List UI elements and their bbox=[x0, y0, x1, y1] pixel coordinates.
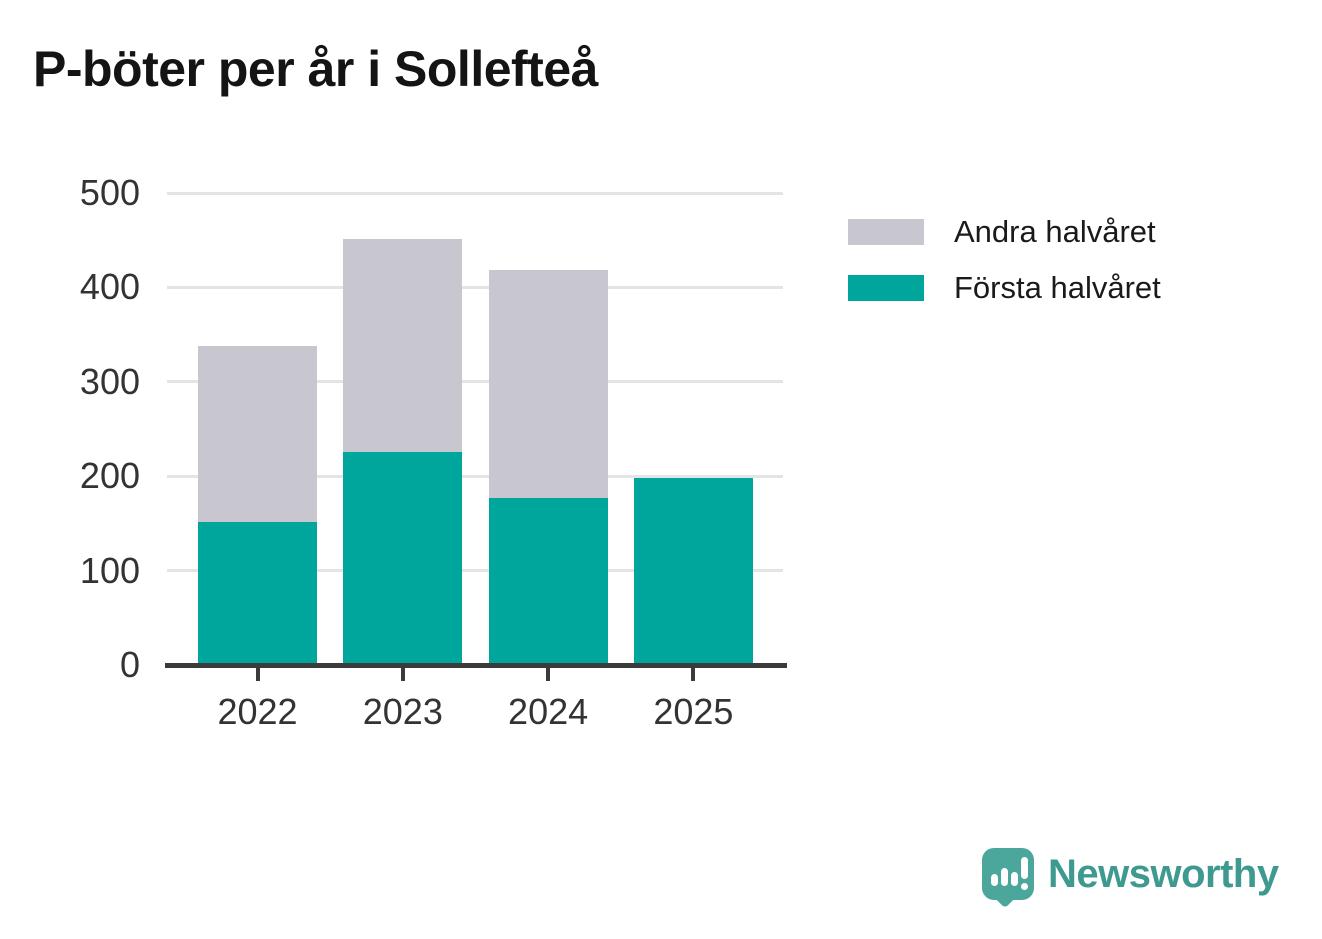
gridline-100 bbox=[167, 569, 783, 573]
bar-forsta-2024 bbox=[488, 497, 608, 665]
y-axis-tick-label: 100 bbox=[79, 549, 140, 591]
x-axis-tick-label: 2022 bbox=[217, 691, 298, 732]
bar-forsta-2023 bbox=[343, 451, 463, 665]
bar-andra-2022 bbox=[198, 345, 317, 522]
legend-label-andra-halvaret: Andra halvåret bbox=[954, 214, 1156, 249]
legend-item-forsta-halvaret: Första halvåret bbox=[848, 270, 1161, 305]
x-axis-tick-label: 2025 bbox=[653, 691, 734, 732]
newsworthy-logo-icon bbox=[982, 848, 1034, 900]
gridline-400 bbox=[167, 285, 783, 289]
x-axis-tick-2025 bbox=[691, 668, 696, 681]
logo-exclamation-icon bbox=[1021, 857, 1028, 879]
logo-bar-icon bbox=[991, 874, 998, 886]
legend-swatch-andra-halvaret bbox=[848, 219, 924, 245]
y-axis-tick-label: 0 bbox=[119, 644, 140, 685]
x-axis-tick-label: 2023 bbox=[362, 691, 443, 732]
logo-bar-icon bbox=[1001, 868, 1008, 886]
y-axis-tick-label: 500 bbox=[79, 172, 140, 213]
bar-forsta-2022 bbox=[198, 521, 317, 665]
legend-item-andra-halvaret: Andra halvåret bbox=[848, 214, 1161, 249]
x-axis-line bbox=[165, 663, 787, 668]
x-axis-tick-2024 bbox=[546, 668, 551, 681]
x-axis-tick-label: 2024 bbox=[508, 691, 589, 732]
gridline-300 bbox=[167, 380, 783, 384]
legend-label-forsta-halvaret: Första halvåret bbox=[954, 270, 1161, 305]
y-axis-tick-label: 300 bbox=[79, 360, 140, 402]
gridline-200 bbox=[167, 474, 783, 478]
gridline-500 bbox=[167, 191, 783, 195]
chart-legend: Andra halvåret Första halvåret bbox=[848, 214, 1161, 331]
bar-forsta-2025 bbox=[633, 478, 753, 665]
x-axis-tick-2022 bbox=[255, 668, 260, 681]
chart-title: P-böter per år i Sollefteå bbox=[33, 41, 598, 97]
newsworthy-wordmark: Newsworthy bbox=[1048, 852, 1279, 896]
logo-exclamation-dot-icon bbox=[1021, 883, 1028, 890]
bar-andra-2024 bbox=[488, 270, 608, 498]
y-axis-tick-label: 200 bbox=[79, 455, 140, 497]
bar-andra-2023 bbox=[343, 239, 463, 452]
legend-swatch-forsta-halvaret bbox=[848, 275, 924, 301]
x-axis-tick-2023 bbox=[400, 668, 405, 681]
logo-bar-icon bbox=[1011, 872, 1018, 886]
y-axis-tick-label: 400 bbox=[79, 266, 140, 308]
